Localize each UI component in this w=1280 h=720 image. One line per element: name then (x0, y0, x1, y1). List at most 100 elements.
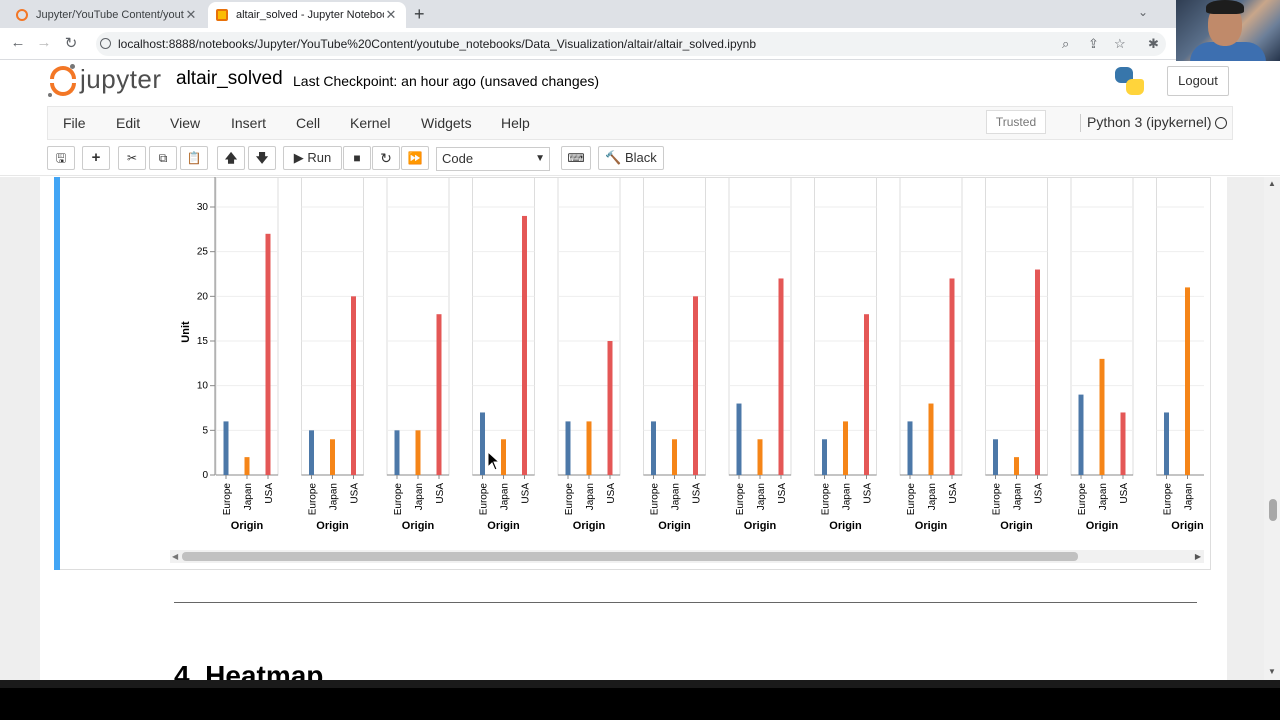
bar-japan (757, 439, 763, 475)
trusted-indicator[interactable]: Trusted (986, 110, 1046, 134)
scroll-up-icon[interactable]: ▲ (1268, 179, 1276, 188)
x-tick-label: USA (948, 483, 959, 504)
chevron-down-icon: ▼ (535, 153, 545, 164)
x-tick-label: USA (521, 483, 532, 504)
mouse-cursor-icon (487, 451, 501, 471)
x-tick-label: Europe (906, 483, 917, 516)
menu-kernel[interactable]: Kernel (350, 115, 391, 131)
x-tick-label: Japan (585, 483, 596, 510)
bar-europe (480, 412, 485, 475)
tab-title: Jupyter/YouTube Content/youtub (36, 9, 184, 21)
selected-cell-indicator (54, 177, 60, 570)
jupyter-logo-icon[interactable] (48, 64, 76, 97)
scroll-down-icon[interactable]: ▼ (1268, 667, 1276, 676)
x-tick-label: Europe (735, 483, 746, 516)
x-tick-label: Japan (1013, 483, 1024, 510)
share-icon[interactable]: ⇪ (1088, 36, 1099, 51)
x-tick-label: Europe (992, 483, 1003, 516)
bar-usa (265, 233, 271, 475)
address-bar-row: ← → ↻ localhost:8888/notebooks/Jupyter/Y… (0, 28, 1280, 60)
bar-europe (223, 421, 229, 475)
logout-button[interactable]: Logout (1167, 66, 1229, 96)
page-vertical-scrollbar[interactable]: ▲ ▼ (1264, 177, 1280, 680)
x-tick-label: USA (863, 483, 874, 504)
x-tick-label: Europe (564, 483, 575, 516)
move-up-button[interactable]: 🡅 (217, 146, 245, 170)
scroll-left-icon[interactable]: ◀ (172, 552, 179, 561)
menu-help[interactable]: Help (501, 115, 530, 131)
menu-edit[interactable]: Edit (116, 115, 141, 131)
menu-insert[interactable]: Insert (231, 115, 267, 131)
y-axis-title: Unit (180, 321, 192, 343)
jupyter-wordmark[interactable]: jupyter (80, 64, 162, 94)
menu-file[interactable]: File (63, 115, 86, 131)
back-arrow-icon[interactable]: ← (10, 34, 26, 51)
kernel-idle-icon (1215, 117, 1227, 129)
paste-button[interactable]: 📋 (180, 146, 208, 170)
x-tick-label: Europe (393, 483, 404, 516)
cut-button[interactable]: ✂ (118, 146, 146, 170)
chart-horizontal-scrollbar[interactable]: ◀ ▶ (170, 550, 1204, 563)
stop-icon: ■ (353, 151, 361, 165)
scrollbar-thumb[interactable] (1269, 499, 1277, 521)
x-axis-title: Origin (1171, 520, 1204, 532)
x-axis-title: Origin (829, 520, 862, 532)
interrupt-button[interactable]: ■ (343, 146, 371, 170)
scrollbar-thumb[interactable] (182, 552, 1078, 561)
bar-japan (928, 403, 934, 475)
x-tick-label: USA (1119, 483, 1130, 504)
extension-icon[interactable]: ✱ (1148, 36, 1159, 51)
black-format-button[interactable]: 🔨 Black (598, 146, 664, 170)
y-tick-label: 15 (197, 336, 209, 347)
x-tick-label: Japan (842, 483, 853, 510)
bar-usa (1035, 269, 1040, 475)
chevron-down-icon[interactable]: ⌄ (1138, 5, 1149, 19)
run-label: Run (307, 150, 332, 165)
move-down-button[interactable]: 🡇 (248, 146, 276, 170)
menu-cell[interactable]: Cell (296, 115, 321, 131)
bookmark-star-icon[interactable]: ☆ (1114, 36, 1126, 51)
bar-japan (1099, 358, 1105, 475)
y-tick-label: 10 (197, 381, 209, 392)
zoom-icon[interactable]: ⌕ (1062, 36, 1070, 51)
url-input[interactable]: localhost:8888/notebooks/Jupyter/YouTube… (96, 32, 1166, 56)
run-button[interactable]: ▶ Run (283, 146, 342, 170)
restart-run-all-button[interactable]: ⏩ (401, 146, 429, 170)
bar-usa (607, 341, 613, 475)
keyboard-icon: ⌨ (567, 151, 585, 165)
browser-tab-bar: Jupyter/YouTube Content/youtub ✕ altair_… (0, 0, 1280, 28)
forward-arrow-icon[interactable]: → (36, 34, 52, 51)
browser-tab-notebook-tree[interactable]: Jupyter/YouTube Content/youtub ✕ (8, 2, 206, 28)
restart-button[interactable]: ↻ (372, 146, 400, 170)
insert-cell-button[interactable]: + (82, 146, 110, 170)
save-button[interactable]: 🖫 (47, 146, 75, 170)
menu-widgets[interactable]: Widgets (421, 115, 472, 131)
x-tick-label: USA (1034, 483, 1045, 504)
x-tick-label: Europe (222, 483, 233, 516)
reload-icon[interactable]: ↻ (64, 35, 78, 52)
browser-tab-altair-solved[interactable]: altair_solved - Jupyter Notebook ✕ (208, 2, 406, 28)
notebook-name[interactable]: altair_solved (176, 68, 283, 89)
output-cell[interactable] (54, 177, 1211, 570)
scroll-right-icon[interactable]: ▶ (1194, 552, 1201, 561)
cell-type-select[interactable]: Code ▼ (436, 147, 550, 171)
x-axis-title: Origin (658, 520, 691, 532)
bar-japan (244, 457, 250, 475)
bar-usa (436, 314, 442, 475)
bar-japan (1185, 287, 1190, 475)
command-palette-button[interactable]: ⌨ (561, 146, 591, 170)
x-tick-label: USA (350, 483, 361, 504)
close-icon[interactable]: ✕ (385, 7, 397, 22)
kernel-name[interactable]: Python 3 (ipykernel) (1087, 114, 1212, 130)
scissors-icon: ✂ (126, 151, 138, 165)
x-axis-title: Origin (744, 520, 777, 532)
bar-europe (394, 430, 400, 475)
new-tab-plus-icon[interactable]: + (414, 4, 425, 24)
unsaved-status: (unsaved changes) (480, 73, 600, 89)
site-info-icon[interactable] (100, 38, 111, 49)
close-icon[interactable]: ✕ (185, 7, 197, 22)
x-tick-label: Japan (329, 483, 340, 510)
copy-button[interactable]: ⧉ (149, 146, 177, 170)
bar-europe (993, 439, 998, 475)
menu-view[interactable]: View (170, 115, 201, 131)
